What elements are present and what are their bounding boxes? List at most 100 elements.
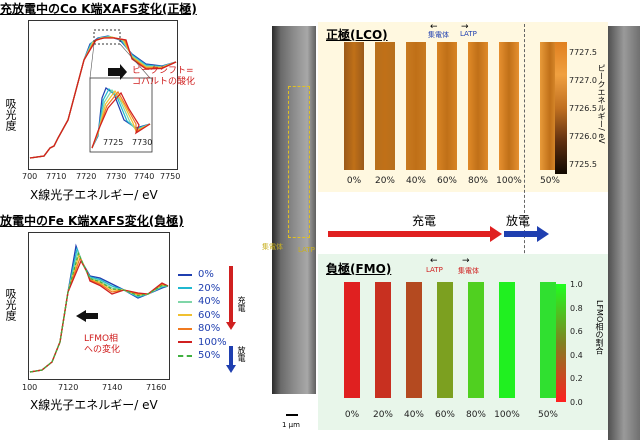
discharge-arrowhead-icon <box>537 226 549 242</box>
lco-strip <box>468 42 488 170</box>
fmo-percent: 40% <box>403 410 424 420</box>
lco-percent: 100% <box>496 176 522 186</box>
bottom-plot-curves <box>29 243 169 373</box>
lco-percent: 60% <box>436 176 457 186</box>
fmo-colorbar-tick: 0.0 <box>570 397 583 407</box>
legend-discharge-label: 放電 <box>237 346 246 362</box>
bottom-annotation: LFMO相 への変化 <box>84 334 121 355</box>
fmo-strip <box>540 282 556 398</box>
charge-arrowhead-icon <box>490 226 502 242</box>
left-arrow-icon: ← <box>430 256 438 266</box>
left-arrow-icon: ← <box>430 22 438 32</box>
lco-colorbar-tick: 7727.5 <box>569 48 597 57</box>
top-plot-title: 充放電中のCo K端XAFS変化(正極) <box>0 2 197 16</box>
lco-colorbar <box>555 42 567 174</box>
fmo-strip <box>375 282 391 398</box>
fmo-percent: 50% <box>537 410 558 420</box>
legend-item: 40% <box>178 295 227 309</box>
charge-arrow-icon <box>226 322 236 330</box>
legend-item: 0% <box>178 268 227 282</box>
top-plot <box>28 20 178 170</box>
discharge-label: 放電 <box>506 214 531 228</box>
top-xtick: 7740 <box>134 172 155 181</box>
fmo-percent: 100% <box>494 410 520 420</box>
fmo-percent: 0% <box>344 410 360 420</box>
lco-colorbar-tick: 7726.0 <box>569 132 597 141</box>
fmo-colorbar-tick: 1.0 <box>570 280 583 289</box>
micro-collector-label: 集電体 <box>262 243 283 251</box>
top-xtick: 7750 <box>160 172 181 181</box>
legend-label: 60% <box>198 309 221 321</box>
lco-latp-label: LATP <box>460 30 477 38</box>
lco-percent: 50% <box>539 176 560 186</box>
charge-bar <box>229 266 233 326</box>
lco-strip <box>375 42 395 170</box>
right-arrow-icon: → <box>462 256 470 266</box>
lco-strip <box>406 42 426 170</box>
scale-label: 1 μm <box>282 421 300 429</box>
legend-item: 80% <box>178 322 227 336</box>
lco-collector-label: 集電体 <box>428 31 449 39</box>
inset-xtick: 7725 <box>103 138 124 147</box>
bottom-plot-ylabel: 吸光度 <box>4 288 17 321</box>
lco-strip <box>437 42 457 170</box>
bottom-plot-xlabel: X線光子エネルギー/ eV <box>30 398 158 412</box>
bottom-xtick: 7140 <box>102 383 123 392</box>
fmo-latp-label: LATP <box>426 266 443 274</box>
legend-swatch <box>178 287 192 290</box>
lco-colorbar-tick: 7725.5 <box>569 160 597 169</box>
inset-xtick: 7730 <box>132 138 153 147</box>
legend-label: 80% <box>198 323 221 335</box>
legend-label: 20% <box>198 282 221 294</box>
legend-label: 40% <box>198 296 221 308</box>
right-arrow-icon: → <box>461 22 469 32</box>
top-xtick: 700 <box>22 172 38 181</box>
discharge-bar <box>229 346 233 368</box>
fmo-colorbar <box>556 284 566 402</box>
legend-item: 100% <box>178 336 227 350</box>
bottom-xtick: 7120 <box>58 383 79 392</box>
legend-swatch <box>178 327 192 330</box>
divider <box>524 24 525 414</box>
fmo-collector-label: 集電体 <box>458 267 479 275</box>
lco-percent: 20% <box>374 176 395 186</box>
fmo-colorbar-tick: 0.2 <box>570 374 583 383</box>
fmo-percent: 80% <box>465 410 486 420</box>
legend-label: 0% <box>198 269 214 281</box>
fmo-colorbar-tick: 0.6 <box>570 327 583 336</box>
top-annotation: ピークシフト= コバルトの酸化 <box>132 66 196 87</box>
charge-label: 充電 <box>412 214 437 228</box>
bottom-xtick: 100 <box>22 383 38 392</box>
lco-strip <box>344 42 364 170</box>
fmo-colorbar-tick: 0.4 <box>570 350 583 360</box>
lco-percent: 80% <box>467 176 488 186</box>
fmo-strip <box>406 282 422 398</box>
fmo-title: 負極(FMO) <box>326 262 392 276</box>
fmo-strip <box>437 282 453 398</box>
lco-colorbar-tick: 7726.5 <box>569 104 597 113</box>
fmo-colorbar-tick: 0.8 <box>570 303 583 313</box>
lco-title: 正極(LCO) <box>326 28 388 42</box>
microscopy-image <box>272 26 316 394</box>
legend-swatch <box>178 341 192 344</box>
top-plot-ylabel: 吸光度 <box>4 98 17 131</box>
fmo-percent: 20% <box>372 410 393 420</box>
lfmo-arrow-icon <box>76 310 98 322</box>
legend-item: 60% <box>178 309 227 323</box>
region-box <box>288 86 310 238</box>
legend-label: 100% <box>198 336 227 348</box>
fmo-colorbar-title: LFMO相の割合 <box>595 300 604 355</box>
top-xtick: 7730 <box>106 172 127 181</box>
fmo-strip <box>499 282 515 398</box>
discharge-arrow-bar <box>504 231 538 237</box>
bottom-xtick: 7160 <box>146 383 167 392</box>
right-edge-image <box>608 26 640 440</box>
inset-curves <box>91 87 151 149</box>
zoom-box <box>93 29 121 45</box>
top-plot-curves <box>29 35 177 159</box>
bottom-plot <box>28 232 170 380</box>
shift-arrow-icon <box>108 64 127 80</box>
charge-arrow-bar <box>328 231 492 237</box>
lco-colorbar-tick: 7727.0 <box>569 76 597 85</box>
scale-bar <box>286 414 298 416</box>
